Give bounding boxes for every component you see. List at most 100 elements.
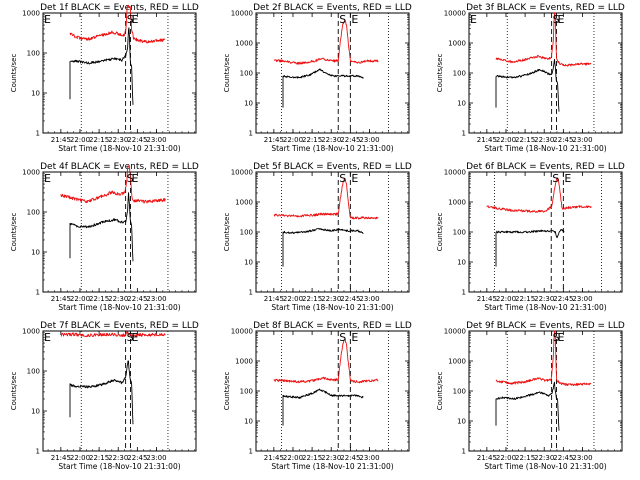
plot-frame	[255, 12, 410, 134]
x-tick-label: 22:45	[553, 454, 573, 462]
chart-panel-4: Det 4f BLACK = Events, RED = LLD 1 10 100 10…	[10, 162, 199, 312]
y-tick-label: 10	[244, 100, 253, 108]
y-tick-label: 10	[244, 418, 253, 426]
x-tick-label: 22:00	[70, 454, 90, 462]
marker-e-left: E	[44, 13, 51, 26]
lld-series-line	[486, 177, 592, 213]
x-tick-label: 22:15	[89, 454, 109, 462]
y-tick-label: 10	[457, 418, 466, 426]
x-axis-label: Start Time (18-Nov-10 21:31:00)	[271, 144, 393, 153]
chart-title: Det 1f BLACK = Events, RED = LLD	[40, 3, 199, 13]
y-axis-label: Counts/sec	[436, 213, 444, 252]
y-tick-label: 1	[249, 130, 253, 138]
lld-series-line	[273, 339, 379, 384]
x-tick-label: 23:00	[146, 295, 166, 303]
x-tick-label: 22:30	[108, 136, 128, 144]
marker-e-right: E	[564, 172, 571, 185]
x-tick-label: 22:00	[70, 295, 90, 303]
x-tick-label: 21:45	[264, 136, 284, 144]
marker-s: S	[127, 172, 134, 185]
chart-panel-5: Det 5f BLACK = Events, RED = LLD 1 10 100 10…	[223, 162, 412, 312]
x-axis-label: Start Time (18-Nov-10 21:31:00)	[484, 462, 606, 471]
x-tick-label: 22:30	[108, 454, 128, 462]
y-tick-label: 1	[462, 448, 466, 456]
y-tick-label: 10	[31, 408, 40, 416]
y-tick-label: 1	[36, 448, 40, 456]
x-tick-label: 22:45	[553, 295, 573, 303]
x-tick-label: 22:15	[302, 295, 322, 303]
y-tick-label: 100	[453, 388, 466, 396]
y-tick-label: 1	[36, 130, 40, 138]
x-tick-label: 22:00	[283, 454, 303, 462]
events-series-line	[282, 68, 364, 108]
y-axis-label: Counts/sec	[436, 372, 444, 411]
chart-title: Det 3f BLACK = Events, RED = LLD	[466, 3, 625, 13]
x-tick-label: 22:30	[534, 295, 554, 303]
x-tick-label: 23:00	[572, 295, 592, 303]
y-tick-label: 1	[462, 130, 466, 138]
marker-s: S	[339, 331, 346, 344]
chart-panel-1: Det 1f BLACK = Events, RED = LLD 1 10 100 10…	[10, 3, 199, 153]
marker-s: S	[127, 13, 134, 26]
x-axis-label: Start Time (18-Nov-10 21:31:00)	[271, 303, 393, 312]
marker-e-right: E	[351, 331, 358, 344]
chart-title: Det 5f BLACK = Events, RED = LLD	[253, 162, 412, 172]
chart-panel-6: Det 6f BLACK = Events, RED = LLD 1 10 100 10…	[436, 162, 625, 312]
y-tick-label: 1	[249, 289, 253, 297]
chart-panel-7: Det 7f BLACK = Events, RED = LLD 1 10 100 10…	[10, 321, 199, 471]
y-axis-label: Counts/sec	[223, 54, 231, 93]
y-tick-label: 10000	[231, 10, 253, 18]
plot-frame	[42, 12, 197, 134]
marker-e-left: E	[470, 13, 477, 26]
y-axis-label: Counts/sec	[10, 54, 18, 93]
y-tick-label: 1000	[235, 199, 253, 207]
x-tick-label: 22:30	[534, 136, 554, 144]
lld-series-line	[495, 12, 592, 67]
chart-panel-2: Det 2f BLACK = Events, RED = LLD 1 10 100 10…	[223, 3, 412, 153]
x-tick-label: 22:00	[496, 295, 516, 303]
marker-s: S	[339, 172, 346, 185]
x-tick-label: 22:00	[496, 454, 516, 462]
x-tick-label: 22:30	[321, 295, 341, 303]
marker-e-left: E	[44, 331, 51, 344]
x-tick-label: 21:45	[477, 295, 497, 303]
x-tick-label: 22:15	[302, 136, 322, 144]
x-tick-label: 22:45	[340, 136, 360, 144]
chart-panel-9: Det 9f BLACK = Events, RED = LLD 1 10 100 10…	[436, 321, 625, 471]
events-series-line	[282, 227, 364, 267]
y-tick-label: 1000	[22, 169, 40, 177]
x-tick-label: 21:45	[51, 136, 71, 144]
x-tick-label: 22:45	[340, 295, 360, 303]
x-tick-label: 22:00	[70, 136, 90, 144]
y-tick-label: 1000	[448, 40, 466, 48]
x-tick-label: 22:30	[108, 295, 128, 303]
chart-panel-8: Det 8f BLACK = Events, RED = LLD 1 10 100 10…	[223, 321, 412, 471]
x-tick-label: 22:00	[283, 295, 303, 303]
lld-series-line	[60, 165, 166, 204]
marker-s: S	[552, 172, 559, 185]
y-tick-label: 10000	[444, 169, 466, 177]
y-tick-label: 10	[457, 259, 466, 267]
x-tick-label: 22:15	[89, 136, 109, 144]
y-tick-label: 1000	[235, 358, 253, 366]
y-axis-label: Counts/sec	[436, 54, 444, 93]
lld-series-line	[69, 4, 166, 44]
x-tick-label: 22:15	[89, 295, 109, 303]
events-series-line	[495, 381, 560, 431]
y-tick-label: 1	[462, 289, 466, 297]
plot-frame	[42, 171, 197, 293]
events-series-line	[282, 388, 364, 426]
x-tick-label: 22:00	[496, 136, 516, 144]
x-tick-label: 22:00	[283, 136, 303, 144]
marker-e-right: E	[131, 331, 138, 344]
x-axis-label: Start Time (18-Nov-10 21:31:00)	[58, 144, 180, 153]
x-tick-label: 21:45	[477, 454, 497, 462]
y-tick-label: 100	[240, 70, 253, 78]
y-tick-label: 100	[27, 368, 40, 376]
marker-e-right: E	[557, 331, 564, 344]
chart-title: Det 8f BLACK = Events, RED = LLD	[253, 321, 412, 331]
y-tick-label: 1000	[22, 328, 40, 336]
y-axis-label: Counts/sec	[223, 213, 231, 252]
events-series-line	[69, 27, 134, 105]
marker-e-right: E	[131, 13, 138, 26]
